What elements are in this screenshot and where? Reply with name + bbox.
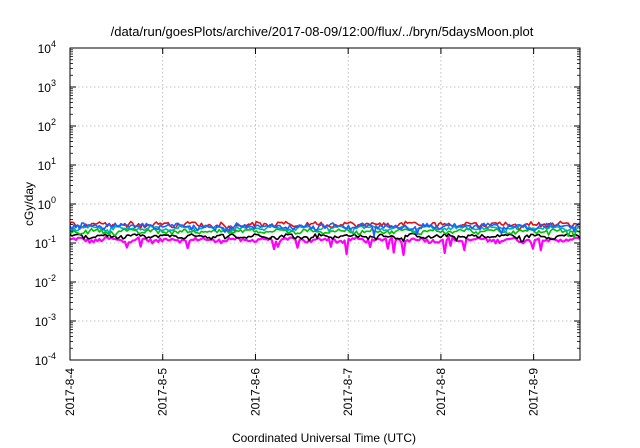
y-tick-label: 104 bbox=[38, 39, 56, 56]
x-tick-label: 2017-8-7 bbox=[341, 368, 355, 416]
x-tick-label: 2017-8-6 bbox=[248, 368, 262, 416]
x-tick-label: 2017-8-9 bbox=[527, 368, 541, 416]
y-tick-base: 10 bbox=[35, 276, 49, 290]
x-axis-label: Coordinated Universal Time (UTC) bbox=[232, 431, 416, 445]
y-tick-label: 102 bbox=[38, 117, 56, 134]
series-line bbox=[69, 232, 581, 243]
y-tick-exponent: -4 bbox=[48, 351, 56, 361]
y-tick-label: 100 bbox=[38, 195, 56, 212]
x-tick-label: 2017-8-8 bbox=[434, 368, 448, 416]
y-tick-exponent: 1 bbox=[51, 156, 56, 166]
y-tick-base: 10 bbox=[38, 159, 52, 173]
x-tick-label: 2017-8-4 bbox=[63, 368, 77, 416]
y-tick-base: 10 bbox=[35, 237, 49, 251]
y-tick-exponent: 0 bbox=[51, 195, 56, 205]
y-tick-label: 10-2 bbox=[35, 273, 56, 290]
series-group bbox=[69, 220, 581, 257]
y-tick-exponent: -3 bbox=[48, 312, 56, 322]
y-axis-label: cGy/day bbox=[22, 182, 36, 226]
y-tick-label: 10-1 bbox=[35, 234, 56, 251]
y-tick-exponent: 4 bbox=[51, 39, 56, 49]
x-axis: 2017-8-4 2017-8-5 2017-8-6 2017-8-7 2017-8-8… bbox=[63, 48, 541, 416]
y-tick-label: 10-3 bbox=[35, 312, 56, 329]
y-tick-base: 10 bbox=[38, 42, 52, 56]
y-tick-exponent: -2 bbox=[48, 273, 56, 283]
series-line bbox=[69, 222, 581, 237]
y-tick-base: 10 bbox=[38, 81, 52, 95]
y-tick-label: 10-4 bbox=[35, 351, 56, 368]
chart-title: /data/run/goesPlots/archive/2017-08-09/1… bbox=[111, 24, 534, 39]
series-line bbox=[69, 235, 581, 257]
y-tick-label: 103 bbox=[38, 78, 56, 95]
y-tick-base: 10 bbox=[38, 198, 52, 212]
y-tick-exponent: -1 bbox=[48, 234, 56, 244]
y-tick-base: 10 bbox=[38, 120, 52, 134]
y-tick-base: 10 bbox=[35, 354, 49, 368]
x-tick-label: 2017-8-5 bbox=[156, 368, 170, 416]
y-tick-label: 101 bbox=[38, 156, 56, 173]
y-tick-exponent: 3 bbox=[51, 78, 56, 88]
y-tick-exponent: 2 bbox=[51, 117, 56, 127]
grid bbox=[70, 48, 580, 360]
y-tick-base: 10 bbox=[35, 315, 49, 329]
